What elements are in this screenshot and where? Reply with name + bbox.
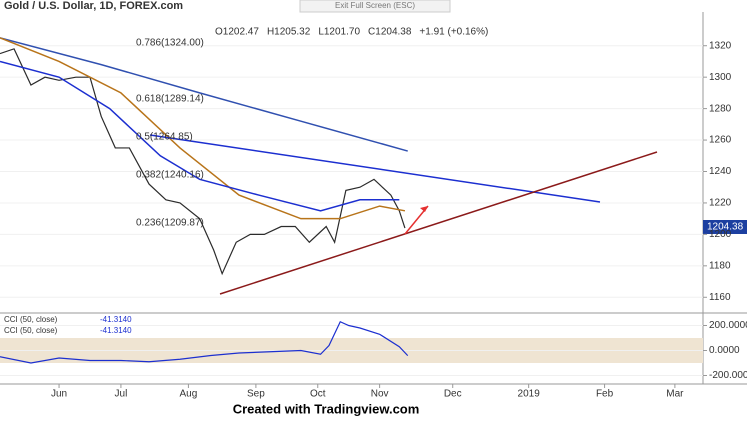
fib-label: 0.382(1240.16) [136,170,204,181]
trend-line [219,151,658,295]
y-tick-label: 1300 [709,72,732,83]
footer: Created with Tradingview.com [233,401,420,416]
x-tick-label: Nov [371,389,389,400]
y-tick-label: 1220 [709,198,732,209]
x-tick-label: Oct [310,389,326,400]
x-tick-label: Dec [444,389,462,400]
exit-label[interactable]: Exit Full Screen (ESC) [335,1,415,10]
plot [0,37,703,376]
series-line [0,37,408,152]
fib-label: 0.236(1209.87) [136,218,204,229]
x-tick-label: Feb [596,389,614,400]
ohlc-value: L1201.70 [318,27,360,38]
chart-title: Gold / U.S. Dollar, 1D, FOREX.com [4,0,183,12]
x-tick-label: Mar [666,389,684,400]
x-tick-label: Sep [247,389,265,400]
series-line [0,48,406,276]
fib-label: 0.786(1324.00) [136,38,204,49]
series-line [0,37,406,220]
series-line [0,60,400,212]
trend-line [149,134,601,203]
fib-label: 0.5(1264.85) [136,132,193,143]
y-tick-label: 1180 [709,260,731,271]
x-tick-label: 2019 [518,389,541,400]
price-label-box [703,220,747,234]
y-tick-label: 1320 [709,40,732,51]
y-tick-label: 1280 [709,103,732,114]
price-label: 1204.38 [707,222,744,233]
x-tick-label: Jul [115,389,128,400]
indicator-value: -41.3140 [100,326,132,335]
series-line [0,320,409,364]
y-tick-label: 0.0000 [709,345,740,356]
y-tick-label: 200.0000 [709,320,747,331]
indicator-value: -41.3140 [100,315,132,324]
exit-button[interactable] [299,0,451,13]
x-tick-label: Jun [51,389,67,400]
y-tick-label: 1160 [709,292,731,303]
ohlc-value: +1.91 (+0.16%) [419,27,488,38]
ohlc-value: O1202.47 [215,27,259,38]
y-tick-label: 1200 [709,229,732,240]
y-tick-label: 1260 [709,135,732,146]
ohlc-value: C1204.38 [368,27,412,38]
indicator-label: CCI (50, close) [4,315,58,324]
indicator-label: CCI (50, close) [4,326,58,335]
x-tick-label: Aug [180,389,198,400]
y-tick-label: -200.0000 [709,370,747,381]
ohlc-value: H1205.32 [267,27,311,38]
fib-label: 0.618(1289.14) [136,94,204,105]
y-tick-label: 1240 [709,166,732,177]
arrow-head [420,206,428,212]
